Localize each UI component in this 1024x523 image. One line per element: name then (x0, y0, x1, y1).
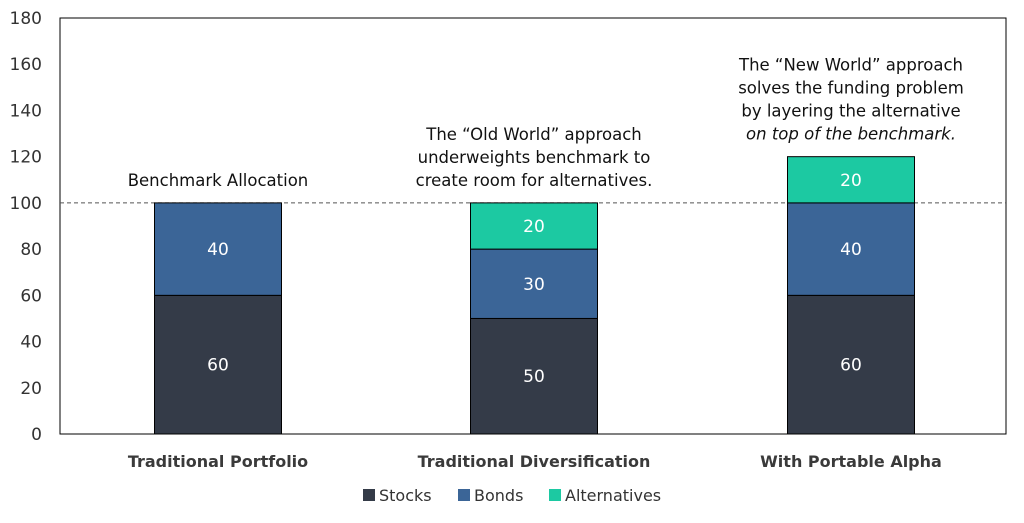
bar-stocks-3 (787, 294, 915, 435)
annotation-line: underweights benchmark to (418, 148, 651, 167)
y-tick-label: 100 (10, 194, 42, 214)
x-category-label: With Portable Alpha (760, 452, 942, 471)
legend-label: Bonds (474, 486, 523, 505)
data-label: 20 (840, 171, 862, 191)
bar-bonds-2 (470, 248, 598, 319)
bar-bonds-3 (787, 202, 915, 296)
annotation-line: Benchmark Allocation (128, 171, 309, 190)
data-label: 30 (523, 275, 545, 295)
bar-alternatives-3 (787, 156, 915, 204)
y-tick-label: 20 (20, 379, 42, 399)
data-label: 60 (840, 356, 862, 376)
x-category-label: Traditional Portfolio (128, 452, 308, 471)
y-tick-label: 0 (31, 425, 42, 445)
x-category-label: Traditional Diversification (418, 452, 651, 471)
y-tick-label: 180 (10, 9, 42, 29)
data-label: 50 (523, 367, 545, 387)
legend-label: Alternatives (565, 486, 661, 505)
bar-alternatives-2 (470, 202, 598, 250)
y-tick-label: 60 (20, 286, 42, 306)
data-label: 40 (840, 240, 862, 260)
bars: 60 40 50 30 20 60 40 20 (154, 156, 915, 435)
annotation-line: create room for alternatives. (416, 171, 653, 190)
annotation-line: on top of the benchmark. (746, 125, 956, 144)
data-label: 40 (207, 240, 229, 260)
data-label: 20 (523, 217, 545, 237)
legend-label: Stocks (379, 486, 432, 505)
data-label: 60 (207, 356, 229, 376)
annotations: Benchmark Allocation The “Old World” appr… (128, 56, 964, 190)
annotation-line: The “New World” approach (738, 56, 963, 75)
y-tick-label: 120 (10, 148, 42, 168)
annotation-line: by layering the alternative (741, 102, 960, 121)
annotation-line: The “Old World” approach (425, 125, 641, 144)
bar-stocks-2 (470, 317, 598, 435)
bar-bonds-1 (154, 202, 282, 296)
legend-swatch-bonds (458, 489, 470, 501)
y-tick-label: 80 (20, 240, 42, 260)
y-tick-label: 140 (10, 101, 42, 121)
y-tick-label: 160 (10, 55, 42, 75)
legend-swatch-stocks (363, 489, 375, 501)
legend-swatch-alternatives (549, 489, 561, 501)
y-tick-label: 40 (20, 333, 42, 353)
legend: Stocks Bonds Alternatives (363, 486, 661, 505)
annotation-line: solves the funding problem (738, 79, 964, 98)
